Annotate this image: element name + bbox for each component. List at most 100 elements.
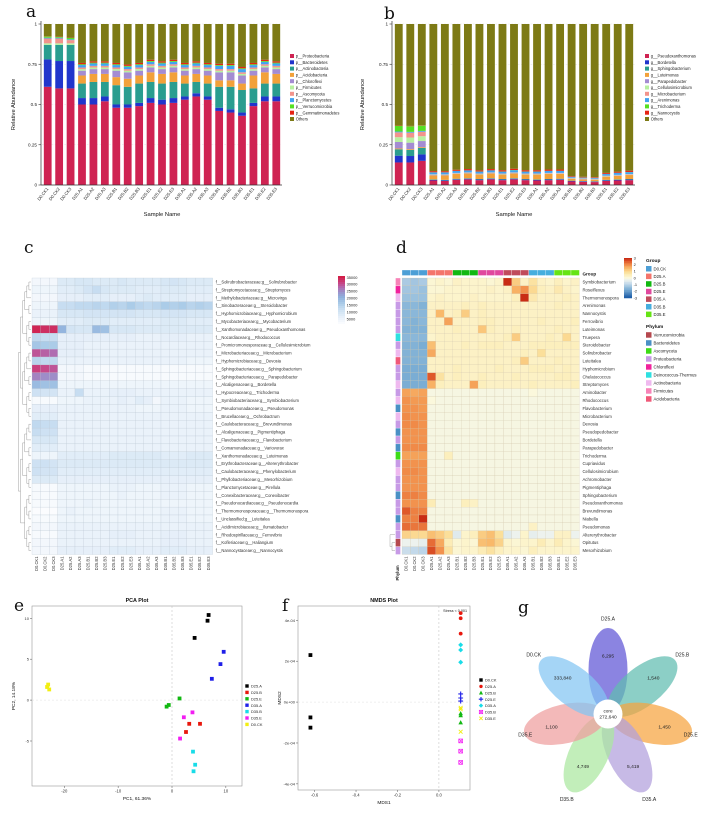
heatmap-cell [401, 285, 411, 294]
nmds-plot: NMDS Plot-0.6 -0.4 -0.2 0.04e-042e-040e+00-… [277, 598, 497, 806]
legend-label: p__Verrucomicrobia [296, 104, 333, 109]
bar-segment [66, 43, 75, 45]
heatmap-cell [486, 499, 496, 508]
heatmap-cell [562, 514, 572, 524]
heatmap-cell [461, 396, 470, 405]
bar-segment [417, 131, 426, 137]
heatmap-cell [570, 507, 580, 516]
bar-segment [100, 62, 109, 64]
heatmap-cell [528, 538, 538, 547]
heatmap-cell [195, 475, 205, 484]
heatmap-cell [554, 325, 563, 334]
heatmap-cell [135, 475, 144, 484]
heatmap-cell [100, 506, 110, 516]
heatmap-cell [152, 372, 162, 381]
data-point [245, 722, 249, 727]
bar-segment [192, 63, 201, 66]
heatmap-cell [554, 380, 563, 389]
heatmap-cell [486, 475, 496, 484]
heatmap-cell [203, 475, 213, 484]
heatmap-cell [520, 491, 529, 500]
heatmap-cell [486, 420, 496, 429]
heatmap-cell [461, 538, 470, 547]
bar-segment [463, 24, 472, 170]
bar-segment [226, 112, 235, 185]
heatmap-cell [49, 364, 58, 373]
dendrogram-branch [28, 337, 31, 346]
heatmap-cell [418, 309, 428, 318]
heatmap-cell [66, 435, 76, 445]
heatmap-cell [143, 293, 153, 302]
heatmap-cell [537, 546, 546, 555]
bar-segment [226, 80, 235, 87]
heatmap-cell [511, 546, 521, 555]
heatmap-cell [511, 364, 521, 373]
heatmap-cell [57, 364, 67, 373]
heatmap-cell [135, 293, 144, 302]
heatmap-cell [40, 277, 50, 287]
heatmap-cell [528, 483, 538, 492]
heatmap-cell [160, 530, 170, 539]
heatmap-cell [511, 522, 521, 531]
heatmap-cell [40, 348, 50, 358]
dendrogram-branch [24, 433, 29, 452]
heatmap-cell [92, 301, 101, 310]
data-point [178, 736, 182, 741]
colorbar [624, 274, 632, 276]
bar-segment [192, 81, 201, 94]
bar-segment [112, 65, 121, 68]
heatmap-cell [117, 325, 127, 334]
heatmap-cell [528, 530, 538, 539]
bar-segment [146, 102, 155, 185]
heatmap-cell [494, 341, 504, 350]
heatmap-cell [528, 277, 538, 287]
col-label: D25.B2 [463, 556, 468, 571]
heatmap-cell [195, 293, 205, 302]
phylum-annotation-cell [395, 546, 401, 555]
heatmap-cell [401, 428, 411, 437]
heatmap-cell [418, 396, 428, 405]
col-label: D25.E3 [497, 556, 502, 571]
dendrogram-branch [28, 305, 31, 314]
heatmap-cell [83, 396, 93, 405]
heatmap-cell [427, 285, 436, 294]
heatmap-cell [401, 388, 411, 397]
heatmap-cell [511, 277, 521, 287]
heatmap-cell [109, 277, 119, 287]
colorbar [338, 276, 345, 279]
bar-segment [440, 180, 449, 185]
data-point [245, 697, 249, 701]
phylum-annotation-cell [395, 333, 401, 342]
heatmap-cell [427, 388, 436, 397]
phylum-legend-title: Phylum [646, 324, 663, 330]
phylum-annotation-cell [395, 459, 401, 468]
heatmap-cell [545, 546, 555, 555]
x-tick-label: D0.CK3 [410, 186, 424, 201]
bar-segment [66, 44, 75, 62]
heatmap-cell [435, 475, 445, 484]
heatmap-cell [57, 451, 67, 460]
heatmap-cell [66, 285, 76, 294]
phylum-annotation-cell [395, 388, 401, 397]
bar-segment [463, 173, 472, 179]
heatmap-cell [31, 538, 41, 547]
heatmap-cell [100, 333, 110, 342]
heatmap-cell [469, 491, 479, 500]
stress-annotation: Stress < 0.001 [443, 609, 467, 613]
heatmap-cell [444, 309, 453, 318]
legend-swatch [646, 296, 652, 302]
bar-segment [146, 65, 155, 68]
heatmap-cell [117, 285, 127, 294]
colorbar [624, 283, 632, 286]
legend-swatch [646, 288, 652, 295]
heatmap-cell [100, 427, 110, 437]
heatmap-cell [169, 467, 179, 476]
bar-segment [100, 65, 109, 68]
heatmap-cell [126, 333, 136, 342]
heatmap-cell [49, 325, 58, 334]
data-point [479, 684, 483, 689]
bar-segment [169, 59, 178, 62]
heatmap-cell [49, 451, 58, 460]
heatmap-cell [203, 396, 213, 405]
legend-swatch [646, 380, 652, 386]
